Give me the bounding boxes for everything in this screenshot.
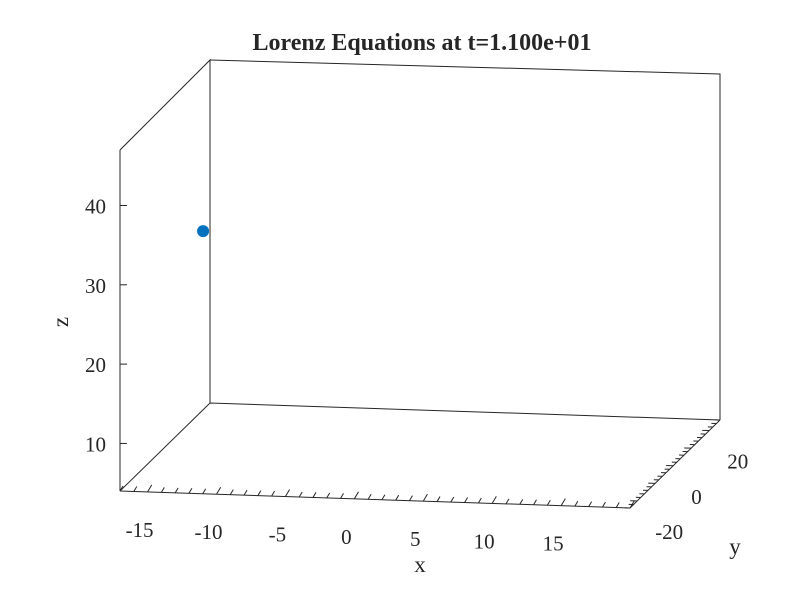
- x-axis-tick: [367, 494, 372, 500]
- x-tick-label: 0: [341, 525, 352, 549]
- y-axis-line: [629, 419, 721, 509]
- x-tick-label: -15: [126, 518, 154, 542]
- x-axis-tick: [340, 493, 344, 499]
- x-axis-tick: [312, 492, 317, 498]
- x-axis-tick: [533, 499, 537, 506]
- x-axis-tick: [395, 494, 400, 501]
- x-axis-tick: [477, 497, 482, 504]
- x-axis-tick: [588, 501, 593, 507]
- y-tick-label: 0: [691, 485, 702, 509]
- x-axis-tick: [133, 486, 138, 492]
- x-axis-tick: [381, 494, 386, 500]
- data-points: [197, 225, 210, 238]
- floor-back-edge: [119, 402, 721, 492]
- z-tick-label: 10: [85, 432, 106, 456]
- x-axis-tick: [560, 498, 566, 506]
- x-axis-tick: [450, 496, 455, 503]
- chart-title: Lorenz Equations at t=1.100e+01: [253, 30, 592, 56]
- back-top-edge: [209, 59, 721, 420]
- z-tick-label: 40: [85, 195, 106, 219]
- x-axis-tick: [519, 499, 524, 505]
- x-axis-tick: [615, 502, 620, 508]
- x-tick-label: 5: [410, 527, 421, 551]
- axis-ticks: [119, 205, 721, 509]
- x-axis-tick: [216, 486, 222, 495]
- x-axis-tick: [243, 489, 248, 496]
- x-axis-tick: [160, 487, 165, 493]
- x-axis-tick: [422, 493, 428, 502]
- x-tick-label: -10: [194, 520, 222, 544]
- y-tick-label: -20: [655, 520, 683, 544]
- x-axis-tick: [546, 499, 551, 506]
- x-axis-tick: [147, 484, 153, 493]
- x-axis-tick: [188, 488, 193, 494]
- x-axis-tick: [174, 487, 179, 494]
- x-axis-label: x: [414, 552, 426, 577]
- axis-tick-labels: -15 -10 -5 0 5 10 15 -20 0 20 10 20 30 40: [85, 195, 748, 556]
- x-axis-tick: [298, 491, 303, 498]
- lorenz-point-marker: [197, 225, 210, 238]
- z-axis-label: z: [48, 317, 73, 327]
- x-axis-line: [119, 490, 631, 509]
- plot-box: [119, 58, 721, 509]
- x-axis-tick: [464, 497, 469, 503]
- y-axis-label: y: [729, 534, 741, 559]
- y-tick-label: 20: [727, 450, 748, 474]
- z-tick-label: 30: [85, 274, 106, 298]
- x-axis-tick: [436, 496, 441, 502]
- x-tick-label: 10: [474, 529, 495, 553]
- x-axis-tick: [284, 489, 291, 497]
- x-axis-tick: [229, 489, 234, 495]
- x-axis-tick: [491, 496, 497, 504]
- x-axis-tick: [257, 490, 262, 496]
- z-tick-label: 20: [85, 353, 106, 377]
- x-axis-tick: [202, 488, 207, 495]
- x-axis-tick: [505, 498, 510, 505]
- x-tick-label: 15: [543, 532, 564, 556]
- x-axis-tick: [409, 495, 413, 501]
- x-axis-tick: [602, 501, 606, 508]
- back-left-edge: [119, 58, 211, 403]
- x-axis-tick: [271, 490, 276, 497]
- x-axis-tick: [353, 491, 359, 500]
- x-axis-tick: [574, 500, 579, 507]
- x-axis-tick: [326, 492, 331, 499]
- x-tick-label: -5: [269, 523, 287, 547]
- x-axis-tick: [119, 485, 124, 492]
